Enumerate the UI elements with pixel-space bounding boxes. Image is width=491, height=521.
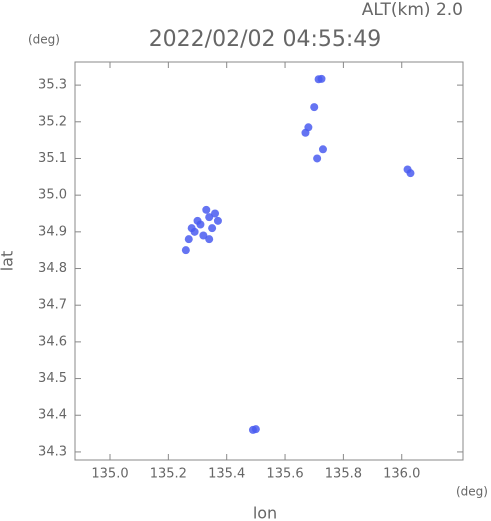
- echo-point: [310, 103, 319, 112]
- x-tick-label: 135.6: [266, 467, 303, 482]
- x-unit: (deg): [456, 485, 488, 499]
- x-axis-label: lon: [253, 504, 277, 521]
- echo-point: [205, 213, 214, 222]
- y-tick-label: 35.2: [38, 114, 67, 129]
- echo-point: [313, 154, 322, 163]
- y-axis-label: lat: [0, 251, 17, 272]
- y-tick-label: 34.6: [38, 334, 67, 349]
- x-tick-label: 135.4: [208, 467, 245, 482]
- y-tick-label: 35.3: [38, 78, 67, 93]
- y-tick-label: 34.5: [38, 371, 67, 386]
- x-tick-label: 135.2: [150, 467, 187, 482]
- x-tick-label: 135.8: [325, 467, 362, 482]
- echo-point: [211, 209, 220, 218]
- echo-point: [314, 75, 323, 84]
- y-tick-label: 34.4: [38, 408, 67, 423]
- echo-point: [187, 224, 196, 233]
- echo-point: [202, 205, 211, 214]
- x-tick-label: 135.0: [91, 467, 128, 482]
- echo-point: [193, 216, 202, 225]
- chart-title: 2022/02/02 04:55:49: [149, 27, 382, 52]
- y-tick-label: 34.8: [38, 261, 67, 276]
- altitude: ALT(km) 2.0: [362, 0, 463, 20]
- plot-frame: [74, 61, 464, 461]
- echo-point: [208, 224, 217, 233]
- y-tick-label: 34.7: [38, 298, 67, 313]
- echo-point: [251, 425, 260, 434]
- y-unit: (deg): [28, 33, 60, 47]
- echo-point: [205, 235, 214, 244]
- echo-point: [318, 145, 327, 154]
- echo-point: [301, 128, 310, 137]
- y-tick-label: 35.1: [38, 151, 67, 166]
- echo-point: [213, 216, 222, 225]
- echo-point: [181, 246, 190, 255]
- echo-point: [199, 231, 208, 240]
- y-tick-label: 34.9: [38, 224, 67, 239]
- echo-point: [406, 169, 415, 178]
- echo-point: [184, 235, 193, 244]
- x-tick-label: 136.0: [383, 467, 420, 482]
- y-tick-label: 35.0: [38, 188, 67, 203]
- y-tick-label: 34.3: [38, 444, 67, 459]
